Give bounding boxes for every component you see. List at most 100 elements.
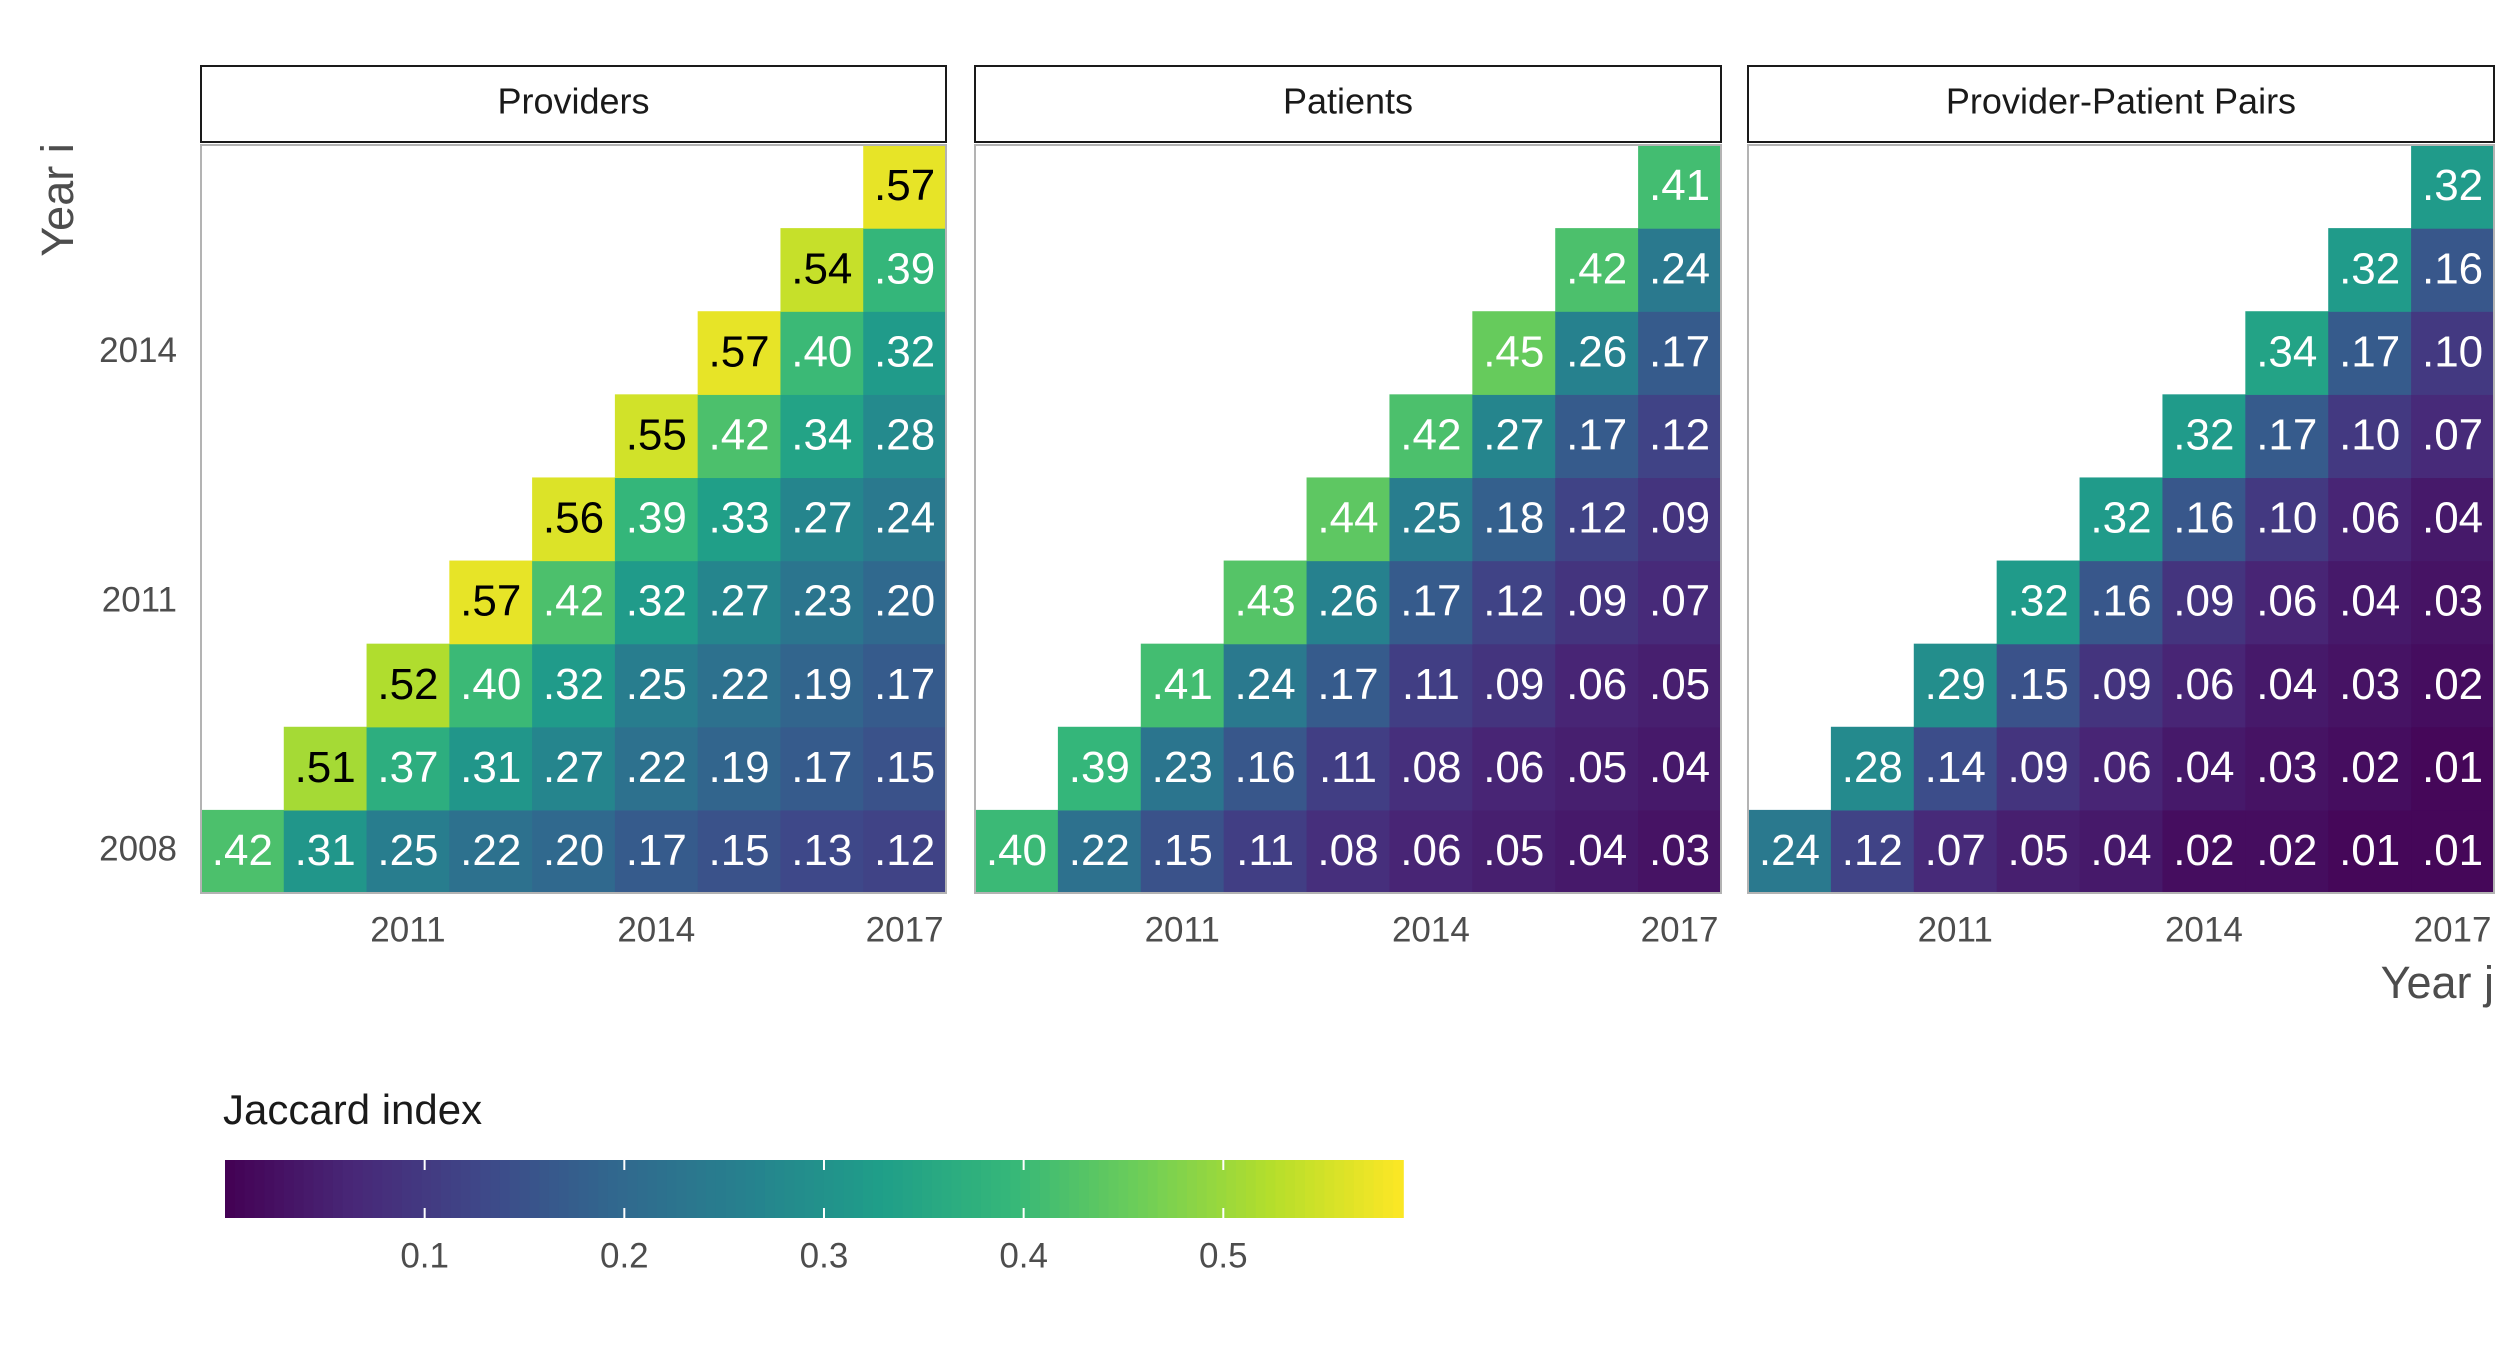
heatmap-cell	[697, 477, 782, 562]
colorbar-segment	[872, 1160, 884, 1218]
colorbar-tick-label: 0.1	[400, 1236, 449, 1275]
x-tick-label: 2014	[617, 910, 695, 949]
cell-label: .10	[2422, 327, 2483, 376]
cell-label: .39	[1069, 743, 1130, 792]
cell-label: .09	[2173, 577, 2234, 626]
cell-label: .40	[460, 660, 521, 709]
heatmap-cell	[863, 228, 947, 312]
colorbar-segment	[951, 1160, 963, 1218]
heatmap-cell	[1996, 643, 2081, 728]
cell-label: .06	[2090, 743, 2151, 792]
strip	[200, 65, 947, 143]
colorbar-segment	[637, 1160, 648, 1218]
colorbar-segment	[686, 1160, 697, 1218]
colorbar-segment	[568, 1160, 580, 1218]
cell-label: .06	[1400, 826, 1461, 875]
colorbar-segment	[1295, 1160, 1306, 1218]
cell-label: .33	[708, 494, 769, 543]
heatmap-cell	[1555, 809, 1639, 894]
heatmap-cell	[532, 643, 616, 728]
cell-label: .18	[1483, 494, 1544, 543]
cell-label: .09	[1566, 577, 1627, 626]
colorbar-segment	[676, 1160, 688, 1218]
cell-label: .07	[1925, 826, 1986, 875]
cell-label: .17	[1649, 327, 1710, 376]
heatmap-cell	[2411, 394, 2495, 479]
colorbar-segment	[706, 1160, 717, 1218]
heatmap-cell	[2411, 228, 2495, 312]
colorbar-segment	[480, 1160, 491, 1218]
cell-label: .15	[2008, 660, 2069, 709]
colorbar-segment	[1393, 1160, 1404, 1218]
colorbar-segment	[519, 1160, 531, 1218]
colorbar-segment	[323, 1160, 334, 1218]
cell-label: .23	[791, 577, 852, 626]
colorbar-segment	[1069, 1160, 1080, 1218]
cell-label: .10	[2256, 494, 2317, 543]
heatmap-cell	[697, 311, 782, 395]
cell-label: .28	[874, 411, 935, 460]
cell-label: .32	[2422, 161, 2483, 210]
heatmap-cell	[2079, 560, 2164, 645]
colorbar-segment	[1196, 1160, 1208, 1218]
cell-label: .19	[708, 743, 769, 792]
x-axis-title: Year j	[2381, 957, 2494, 1008]
cell-label: .02	[2256, 826, 2317, 875]
cell-label: .11	[1402, 660, 1460, 709]
colorbar-segment	[725, 1160, 737, 1218]
cell-label: .26	[1566, 327, 1627, 376]
colorbar-segment	[1177, 1160, 1188, 1218]
cell-label: .24	[1759, 826, 1820, 875]
heatmap-cell	[532, 726, 616, 811]
colorbar-segment	[283, 1160, 295, 1218]
cell-label: .04	[2339, 577, 2400, 626]
heatmap-cell	[1306, 726, 1391, 811]
colorbar-segment	[990, 1160, 1002, 1218]
colorbar-segment	[1059, 1160, 1071, 1218]
cell-label: .57	[874, 161, 935, 210]
cell-label: .19	[791, 660, 852, 709]
cell-label: .39	[626, 494, 687, 543]
colorbar-segment	[539, 1160, 550, 1218]
heatmap-cell	[614, 477, 699, 562]
cell-label: .17	[1400, 577, 1461, 626]
cell-label: .32	[874, 327, 935, 376]
cell-label: .04	[2422, 494, 2483, 543]
colorbar-segment	[509, 1160, 521, 1218]
cell-label: .15	[708, 826, 769, 875]
cell-label: .25	[377, 826, 438, 875]
colorbar-segment	[421, 1160, 432, 1218]
colorbar-segment	[1187, 1160, 1198, 1218]
x-tick-label: 2014	[2165, 910, 2243, 949]
heatmap-cell	[449, 809, 533, 894]
heatmap-cell	[1638, 394, 1722, 479]
heatmap-cell	[697, 643, 782, 728]
colorbar-segment	[656, 1160, 668, 1218]
heatmap-cell	[532, 477, 616, 562]
cell-label: .25	[626, 660, 687, 709]
heatmap-cell	[2245, 809, 2329, 894]
colorbar-segment	[980, 1160, 992, 1218]
heatmap-cell	[1748, 809, 1832, 894]
colorbar-segment	[450, 1160, 462, 1218]
colorbar-segment	[1275, 1160, 1286, 1218]
heatmap-cell	[863, 560, 947, 645]
colorbar-segment	[382, 1160, 393, 1218]
colorbar-segment	[1098, 1160, 1110, 1218]
colorbar-segment	[853, 1160, 864, 1218]
cell-label: .04	[1649, 743, 1710, 792]
cell-label: .06	[2339, 494, 2400, 543]
cell-label: .57	[708, 327, 769, 376]
heatmap-cell	[1638, 145, 1722, 229]
cell-label: .41	[1649, 161, 1710, 210]
heatmap-cell	[1913, 809, 1998, 894]
cell-label: .12	[1649, 411, 1710, 460]
colorbar-segment	[774, 1160, 786, 1218]
cell-label: .03	[2339, 660, 2400, 709]
colorbar-segment	[1226, 1160, 1237, 1218]
heatmap-cell	[2328, 394, 2412, 479]
heatmap-cell	[780, 809, 864, 894]
colorbar-segment	[617, 1160, 629, 1218]
heatmap-cell	[1057, 726, 1142, 811]
